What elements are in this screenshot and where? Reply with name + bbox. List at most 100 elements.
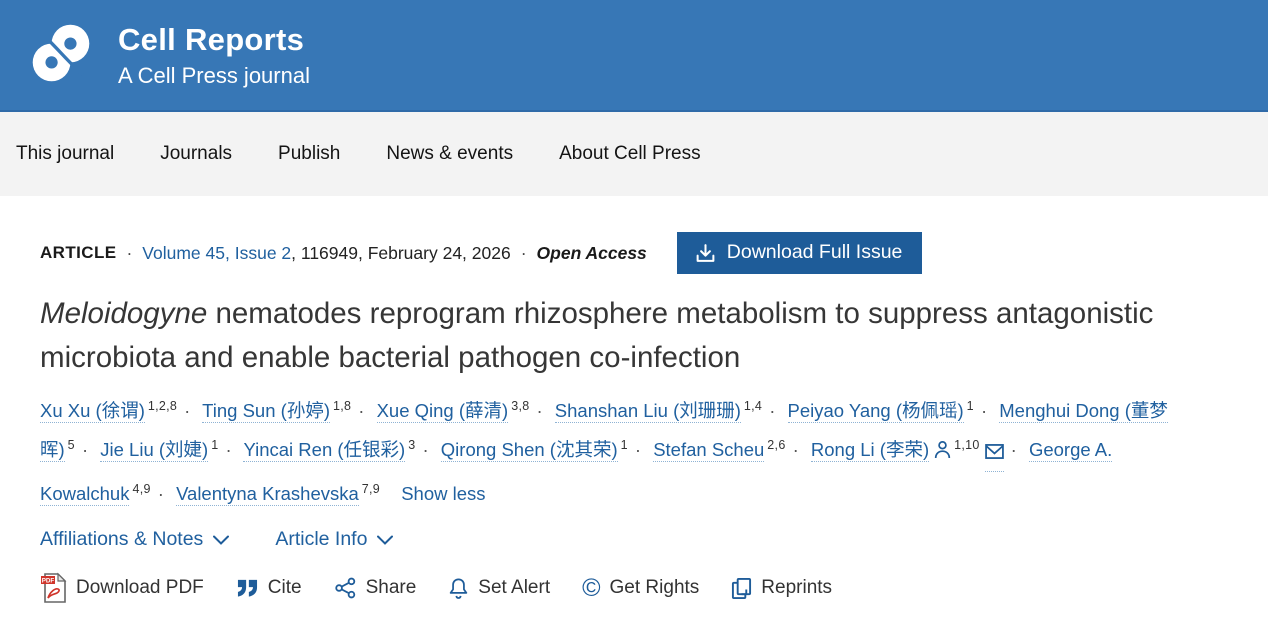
author-link[interactable]: Jie Liu (刘婕) (100, 439, 209, 462)
issue-details: , 116949, February 24, 2026 (291, 242, 511, 263)
author-separator: · (536, 400, 543, 421)
author-entry: Ting Sun (孙婷) 1,8 · (202, 399, 371, 423)
author-superscript: 1 (620, 438, 628, 452)
meta-separator: · (520, 242, 527, 263)
author-separator: · (184, 400, 191, 421)
author-link[interactable]: Valentyna Krashevska (176, 483, 359, 506)
copyright-icon: © (582, 573, 601, 602)
article-meta-row: ARTICLE · Volume 45, Issue 2 , 116949, F… (40, 232, 1228, 274)
get-rights-button[interactable]: © Get Rights (582, 573, 700, 602)
author-link[interactable]: Xu Xu (徐谓) (40, 400, 145, 423)
download-full-issue-label: Download Full Issue (726, 241, 903, 263)
author-separator: · (157, 483, 164, 504)
cite-button[interactable]: Cite (236, 577, 302, 599)
author-link[interactable]: Rong Li (李荣) (810, 439, 930, 462)
cell-press-logo-icon[interactable] (28, 20, 94, 91)
download-pdf-label: Download PDF (76, 577, 204, 598)
article-type-label: ARTICLE (40, 243, 117, 262)
show-less-button[interactable]: Show less (401, 483, 486, 504)
author-separator: · (980, 400, 988, 421)
author-link[interactable]: Stefan Scheu (653, 439, 765, 462)
pdf-icon: PDF (40, 572, 67, 604)
open-access-badge: Open Access (536, 242, 647, 263)
author-link[interactable]: George A. Kowalchuk (40, 439, 1113, 506)
author-superscript: 7,9 (361, 482, 381, 496)
author-link[interactable]: Ting Sun (孙婷) (202, 400, 330, 423)
author-entry: Peiyao Yang (杨佩瑶) 1 · (787, 399, 995, 423)
article-info-expander[interactable]: Article Info (275, 528, 394, 551)
author-superscript: 3,8 (511, 399, 530, 413)
affiliations-notes-expander[interactable]: Affiliations & Notes (40, 528, 230, 551)
person-icon[interactable] (934, 435, 951, 470)
author-superscript: 1,8 (332, 399, 352, 413)
set-alert-button[interactable]: Set Alert (448, 577, 550, 600)
article-meta: ARTICLE · Volume 45, Issue 2 , 116949, F… (40, 243, 647, 264)
author-entry: Menghui Dong (董梦晖) 5 · (40, 400, 1168, 462)
author-link[interactable]: Xue Qing (薛清) (376, 400, 509, 423)
author-link[interactable]: Qirong Shen (沈其荣) (440, 439, 618, 462)
author-superscript: 5 (67, 438, 75, 452)
author-entry: Stefan Scheu 2,6 · (653, 438, 806, 462)
share-button[interactable]: Share (334, 577, 417, 599)
author-separator: · (634, 439, 642, 460)
author-separator: · (1010, 439, 1017, 460)
chevron-down-icon (377, 535, 394, 545)
author-superscript: 3 (408, 438, 416, 452)
cite-label: Cite (267, 577, 302, 598)
envelope-icon[interactable] (984, 435, 1004, 472)
author-superscript: 1 (966, 399, 974, 413)
bell-icon (448, 577, 469, 600)
nav-item-news-events[interactable]: News & events (386, 143, 514, 164)
author-superscript: 1,2,8 (147, 399, 178, 413)
author-link[interactable]: Yincai Ren (任银彩) (243, 439, 406, 462)
author-separator: · (792, 439, 799, 460)
main-navigation: This journal Journals Publish News & eve… (0, 112, 1268, 196)
article-info-label: Article Info (275, 528, 368, 550)
meta-separator: · (126, 242, 133, 263)
author-entry: Xue Qing (薛清) 3,8 · (376, 399, 550, 423)
affiliations-notes-label: Affiliations & Notes (40, 528, 204, 550)
author-entry: Yincai Ren (任银彩) 3 · (243, 438, 435, 462)
share-label: Share (365, 577, 417, 598)
article-title: Meloidogyne nematodes reprogram rhizosph… (40, 292, 1205, 380)
article-content: ARTICLE · Volume 45, Issue 2 , 116949, F… (0, 232, 1268, 604)
download-full-issue-button[interactable]: Download Full Issue (676, 232, 923, 274)
issue-link[interactable]: Volume 45, Issue 2 (142, 242, 292, 263)
author-entry: Jie Liu (刘婕) 1 · (100, 438, 238, 462)
article-toolbar: PDF Download PDF Cite Sha (40, 572, 1228, 604)
nav-item-about-cell-press[interactable]: About Cell Press (559, 143, 701, 164)
author-separator: · (225, 439, 232, 460)
reprints-pages-icon (731, 577, 752, 600)
author-entry: Qirong Shen (沈其荣) 1 · (440, 438, 648, 462)
brand-block: Cell Reports A Cell Press journal (118, 22, 310, 89)
download-pdf-button[interactable]: PDF Download PDF (40, 572, 204, 604)
journal-tagline: A Cell Press journal (118, 62, 310, 88)
journal-header: Cell Reports A Cell Press journal (0, 0, 1268, 112)
author-link[interactable]: Shanshan Liu (刘珊珊) (554, 400, 741, 423)
get-rights-label: Get Rights (609, 577, 700, 598)
nav-item-publish[interactable]: Publish (278, 143, 341, 164)
journal-title[interactable]: Cell Reports (118, 21, 305, 57)
author-superscript: 1,10 (954, 438, 980, 452)
article-title-rest: nematodes reprogram rhizosphere metaboli… (40, 297, 1154, 374)
author-separator: · (769, 400, 776, 421)
author-entry: Valentyna Krashevska 7,9 (176, 482, 381, 506)
author-separator: · (81, 439, 89, 460)
expander-row: Affiliations & Notes Article Info (40, 528, 1228, 551)
set-alert-label: Set Alert (478, 577, 551, 598)
author-link[interactable]: Menghui Dong (董梦晖) (40, 400, 1168, 462)
chevron-down-icon (213, 535, 230, 545)
reprints-button[interactable]: Reprints (731, 577, 832, 600)
nav-item-this-journal[interactable]: This journal (16, 143, 115, 164)
reprints-label: Reprints (761, 577, 833, 598)
author-list: Xu Xu (徐谓) 1,2,8 · Ting Sun (孙婷) 1,8 · Xue Q… (40, 389, 1195, 511)
nav-item-journals[interactable]: Journals (160, 143, 233, 164)
author-separator: · (358, 400, 365, 421)
download-icon (695, 243, 716, 263)
author-entry: George A. Kowalchuk 4,9 · (40, 439, 1113, 506)
author-separator: · (422, 439, 429, 460)
author-link[interactable]: Peiyao Yang (杨佩瑶) (787, 400, 964, 423)
author-entry: Xu Xu (徐谓) 1,2,8 · (40, 399, 197, 423)
author-superscript: 1,4 (743, 399, 763, 413)
author-entry: Shanshan Liu (刘珊珊) 1,4 · (554, 399, 783, 423)
